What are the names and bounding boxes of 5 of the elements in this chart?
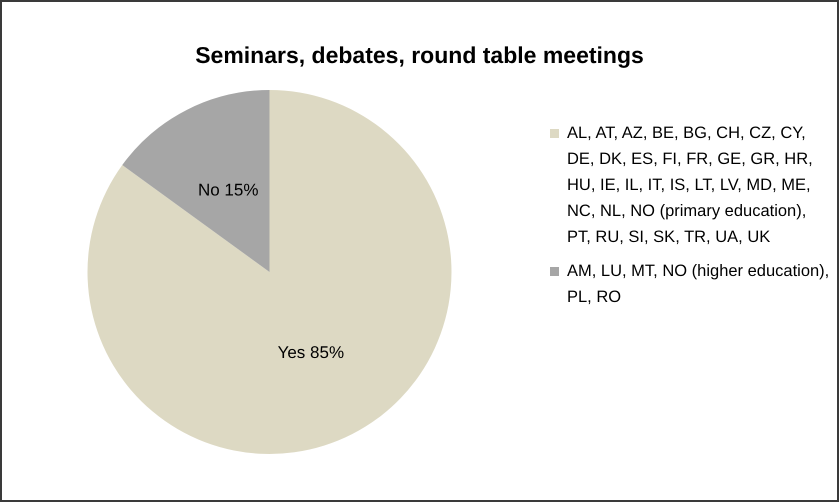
data-label: Yes 85% bbox=[278, 342, 344, 362]
legend-label: AM, LU, MT, NO (higher education), PL, RO bbox=[567, 261, 830, 308]
legend-label: AL, AT, AZ, BE, BG, CH, CZ, CY, DE, DK, ES, FI, FR, GE, GR, HR, HU, IE, IL, IT, IS, LT, LV, MD, ME, NC, NL, NO (primary education), PT, RU, SI, SK, TR, UA, UK bbox=[567, 123, 814, 248]
data-label: No 15% bbox=[198, 180, 258, 200]
chart-title: Seminars, debates, round table meetings bbox=[194, 42, 645, 69]
